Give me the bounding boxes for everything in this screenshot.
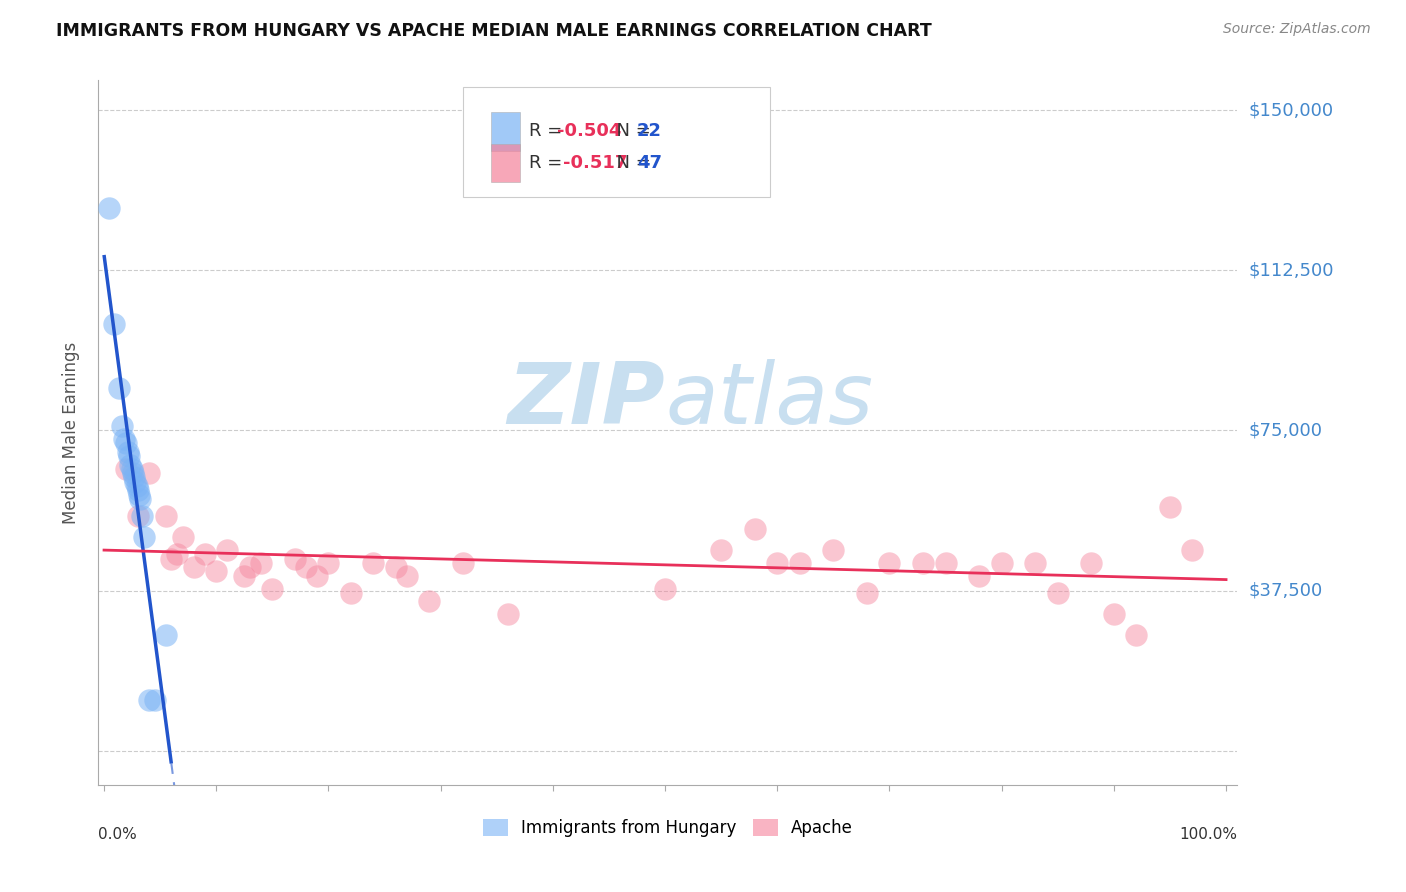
Point [262, 582, 284, 596]
Point [127, 483, 149, 498]
Point [654, 582, 676, 596]
Point [233, 568, 256, 582]
Point [111, 419, 134, 434]
Text: $75,000: $75,000 [1249, 422, 1323, 440]
Point [340, 586, 363, 600]
Text: R =: R = [529, 122, 568, 140]
Text: 100.0%: 100.0% [1180, 827, 1237, 842]
Point [912, 556, 935, 570]
Text: atlas: atlas [665, 359, 873, 442]
Text: ZIP: ZIP [508, 359, 665, 442]
Text: 0.0%: 0.0% [98, 827, 138, 842]
Point [194, 547, 217, 561]
Point [239, 560, 262, 574]
Legend: Immigrants from Hungary, Apache: Immigrants from Hungary, Apache [472, 809, 863, 847]
Point [1181, 543, 1204, 558]
Point [744, 522, 766, 536]
Point [384, 560, 406, 574]
Text: IMMIGRANTS FROM HUNGARY VS APACHE MEDIAN MALE EARNINGS CORRELATION CHART: IMMIGRANTS FROM HUNGARY VS APACHE MEDIAN… [56, 22, 932, 40]
Point [138, 466, 160, 480]
Point [117, 445, 139, 459]
Point [127, 508, 149, 523]
Point [121, 462, 143, 476]
Point [128, 487, 150, 501]
Text: 47: 47 [637, 153, 662, 172]
Point [205, 565, 228, 579]
Text: $37,500: $37,500 [1249, 582, 1323, 599]
Point [115, 462, 138, 476]
Point [250, 556, 273, 570]
Point [143, 692, 166, 706]
Point [318, 556, 340, 570]
Point [935, 556, 957, 570]
Point [118, 449, 141, 463]
Point [879, 556, 901, 570]
Point [112, 432, 135, 446]
Point [129, 491, 152, 506]
Point [363, 556, 385, 570]
Point [160, 551, 183, 566]
Point [131, 508, 153, 523]
Point [107, 381, 129, 395]
Point [155, 628, 177, 642]
Point [1159, 500, 1181, 515]
Point [1125, 628, 1147, 642]
Point [118, 458, 141, 472]
Point [307, 568, 329, 582]
Point [496, 607, 519, 621]
Point [710, 543, 733, 558]
Text: $150,000: $150,000 [1249, 101, 1333, 120]
Point [418, 594, 440, 608]
Text: Source: ZipAtlas.com: Source: ZipAtlas.com [1223, 22, 1371, 37]
FancyBboxPatch shape [491, 144, 520, 183]
Point [103, 317, 125, 331]
FancyBboxPatch shape [463, 87, 770, 196]
Point [124, 470, 146, 484]
Point [1102, 607, 1125, 621]
Point [295, 560, 318, 574]
Point [284, 551, 307, 566]
Y-axis label: Median Male Earnings: Median Male Earnings [62, 342, 80, 524]
Point [967, 568, 990, 582]
Point [1080, 556, 1102, 570]
Point [115, 436, 138, 450]
Text: 22: 22 [637, 122, 662, 140]
Point [122, 466, 145, 480]
Point [856, 586, 879, 600]
Text: -0.517: -0.517 [562, 153, 627, 172]
Point [990, 556, 1012, 570]
Point [125, 479, 148, 493]
Point [823, 543, 845, 558]
FancyBboxPatch shape [491, 112, 520, 151]
Text: N =: N = [605, 122, 657, 140]
Text: -0.504: -0.504 [557, 122, 621, 140]
Point [217, 543, 239, 558]
Point [134, 530, 156, 544]
Point [395, 568, 418, 582]
Point [166, 547, 188, 561]
Point [766, 556, 789, 570]
Point [183, 560, 205, 574]
Point [155, 508, 177, 523]
Text: R =: R = [529, 153, 574, 172]
Point [789, 556, 811, 570]
Point [97, 202, 120, 216]
Text: $112,500: $112,500 [1249, 261, 1334, 279]
Point [1024, 556, 1046, 570]
Text: N =: N = [605, 153, 657, 172]
Point [124, 475, 146, 489]
Point [138, 692, 160, 706]
Point [451, 556, 474, 570]
Point [172, 530, 194, 544]
Point [1046, 586, 1069, 600]
